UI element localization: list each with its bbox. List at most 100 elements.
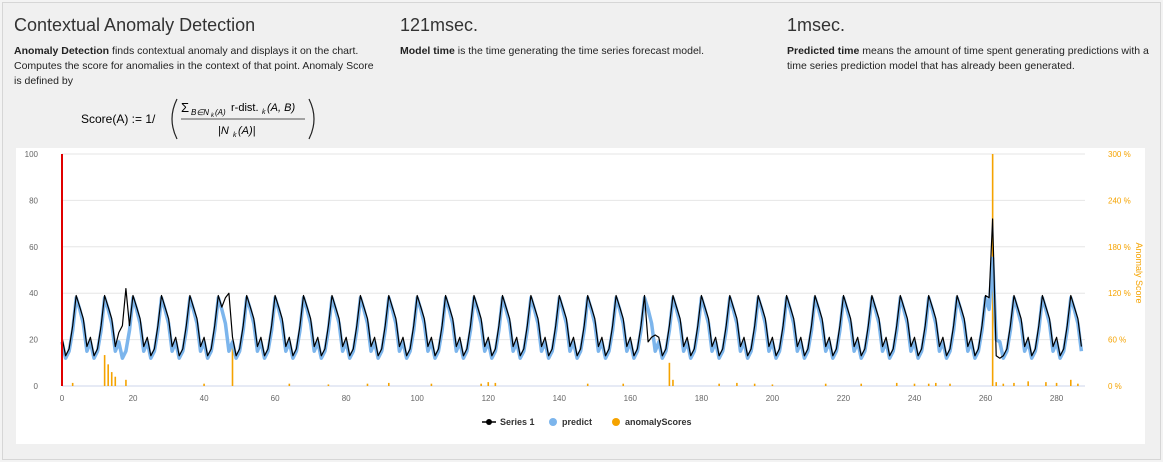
description: Anomaly Detection finds contextual anoma… — [14, 44, 384, 89]
anomaly-bar — [860, 383, 863, 386]
x-tick-label: 160 — [624, 394, 638, 403]
anomaly-bar — [586, 383, 589, 386]
description-bold: Anomaly Detection — [14, 45, 110, 57]
legend-item-predict[interactable]: predict — [549, 417, 592, 427]
anomaly-bar — [203, 383, 205, 386]
model-time-value: 121msec. — [400, 15, 479, 35]
predict-line — [60, 256, 1084, 360]
anomaly-bar — [487, 382, 490, 386]
predicted-time-label: Predicted time — [787, 45, 860, 57]
right-tick-label: 120 % — [1108, 289, 1131, 298]
x-tick-label: 80 — [342, 394, 351, 403]
formula-rdist: r-dist. — [231, 102, 259, 114]
left-tick-label: 80 — [29, 196, 38, 205]
anomaly-bar — [668, 362, 671, 386]
anomaly-bar — [288, 383, 291, 386]
formula-rdist-args: (A, B) — [267, 102, 295, 114]
x-tick-label: 220 — [837, 394, 851, 403]
formula-denominator-k: k — [233, 132, 237, 139]
x-tick-label: 100 — [411, 394, 425, 403]
right-tick-label: 240 % — [1108, 196, 1131, 205]
page-title: Contextual Anomaly Detection — [14, 15, 256, 35]
x-tick-label: 40 — [200, 394, 209, 403]
left-axis-ticks: 0 20 40 60 80 100 — [25, 150, 39, 391]
anomaly-bar — [125, 379, 127, 386]
legend-label-anomaly: anomalyScores — [625, 417, 692, 427]
left-tick-label: 60 — [29, 243, 38, 252]
x-tick-label: 260 — [979, 394, 993, 403]
anomaly-bar — [114, 376, 117, 386]
formula-denominator-end: (A)| — [238, 125, 256, 137]
predicted-time-column: 1msec. Predicted time means the amount o… — [787, 15, 1157, 74]
title-column: Contextual Anomaly Detection Anomaly Det… — [14, 15, 384, 89]
chart-container: 0 20 40 60 80 100 0 % 60 % 120 % 180 % 240 % 300 %… — [16, 148, 1145, 444]
right-tick-label: 0 % — [1108, 382, 1122, 391]
anomaly-bar — [771, 384, 774, 386]
right-tick-label: 300 % — [1108, 150, 1131, 159]
left-tick-label: 100 — [25, 150, 39, 159]
predicted-time-value: 1msec. — [787, 15, 846, 35]
legend-item-anomaly[interactable]: anomalyScores — [612, 417, 692, 427]
x-axis-ticks: 0 20 40 60 80 100 120 140 160 180 200 220 240 260 280 — [60, 394, 1064, 403]
formula-denominator: |N — [218, 125, 229, 137]
anomaly-bar — [387, 382, 390, 386]
formula-sum-sub-a: (A) — [215, 108, 226, 117]
x-tick-label: 0 — [60, 394, 65, 403]
series-lines — [60, 218, 1084, 360]
anomaly-bar — [430, 383, 433, 386]
anomaly-bar — [231, 343, 234, 386]
formula-sum-sub-k: k — [211, 113, 215, 119]
model-time-label: Model time — [400, 45, 455, 57]
anomaly-bar — [1013, 382, 1015, 386]
x-tick-label: 240 — [908, 394, 922, 403]
x-tick-label: 140 — [553, 394, 567, 403]
anomaly-bar — [327, 384, 330, 386]
anomaly-bar — [995, 382, 997, 386]
anomaly-bar — [622, 383, 625, 386]
model-time-text: is the time generating the time series f… — [454, 45, 705, 57]
chart-gridlines — [62, 153, 1085, 387]
x-tick-label: 180 — [695, 394, 709, 403]
x-tick-label: 20 — [129, 394, 138, 403]
anomaly-bar — [107, 364, 109, 386]
left-tick-label: 20 — [29, 336, 38, 345]
anomaly-chart: 0 20 40 60 80 100 0 % 60 % 120 % 180 % 240 % 300 %… — [25, 150, 1144, 427]
anomaly-score-formula: Score(A) := 1/ Σ B∈N k (A) r-dist. k (A,… — [81, 98, 315, 140]
x-tick-label: 200 — [766, 394, 780, 403]
anomaly-bar — [949, 383, 951, 386]
anomaly-bar — [1055, 382, 1058, 386]
legend-item-series1[interactable]: Series 1 — [482, 417, 535, 427]
left-tick-label: 40 — [29, 289, 38, 298]
anomaly-bar — [1077, 383, 1079, 386]
anomaly-bar — [736, 382, 738, 386]
formula-sum: Σ — [181, 100, 189, 115]
formula-sum-sub: B∈N — [191, 108, 209, 117]
predicted-time-description: Predicted time means the amount of time … — [787, 44, 1157, 74]
anomaly-bar — [718, 383, 720, 386]
model-time-column: 121msec. Model time is the time generati… — [400, 15, 740, 59]
anomaly-bar — [1027, 381, 1029, 386]
right-axis-ticks: 0 % 60 % 120 % 180 % 240 % 300 % — [1108, 150, 1131, 391]
right-tick-label: 60 % — [1108, 336, 1126, 345]
x-tick-label: 120 — [482, 394, 496, 403]
x-tick-label: 60 — [271, 394, 280, 403]
left-tick-label: 0 — [34, 382, 39, 391]
anomaly-bar — [672, 379, 674, 386]
anomaly-bar — [110, 372, 113, 386]
anomaly-bar — [103, 355, 106, 386]
formula-rdist-k: k — [262, 109, 266, 116]
formula-lhs: Score(A) := 1/ — [81, 112, 156, 126]
anomaly-bar — [494, 382, 497, 386]
anomaly-bar — [895, 382, 898, 386]
anomaly-bar — [913, 383, 916, 386]
anomaly-bar — [366, 383, 369, 386]
anomaly-bar — [935, 382, 937, 386]
anomaly-bar — [1045, 382, 1047, 386]
predicted-time-text: means the amount of time spent generatin… — [787, 45, 1149, 72]
legend-label-series1: Series 1 — [500, 417, 535, 427]
anomaly-bar — [753, 383, 756, 386]
right-tick-label: 180 % — [1108, 243, 1131, 252]
chart-legend: Series 1 predict anomalyScores — [482, 417, 692, 427]
right-axis-label: Anomaly Score — [1134, 242, 1144, 303]
anomaly-bar — [1069, 379, 1072, 386]
